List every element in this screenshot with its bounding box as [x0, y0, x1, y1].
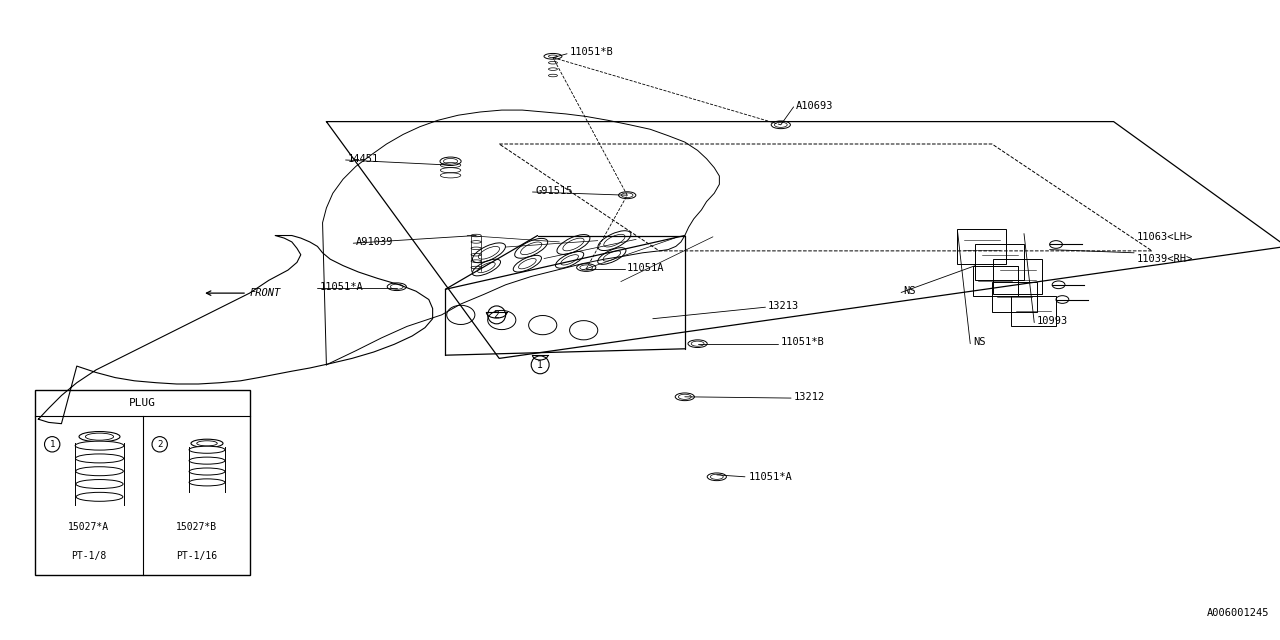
Text: 11039<RH>: 11039<RH> — [1137, 254, 1193, 264]
Text: 1: 1 — [538, 360, 543, 370]
Text: G91515: G91515 — [535, 186, 572, 196]
Text: PLUG: PLUG — [129, 398, 156, 408]
Text: 10993: 10993 — [1037, 316, 1068, 326]
Text: 11051*B: 11051*B — [781, 337, 824, 348]
Bar — [975, 244, 1024, 280]
Ellipse shape — [189, 446, 225, 453]
Ellipse shape — [79, 431, 120, 442]
Ellipse shape — [76, 441, 124, 450]
Text: NS: NS — [904, 286, 916, 296]
Bar — [957, 229, 1006, 264]
Bar — [973, 266, 1018, 296]
Bar — [1011, 296, 1056, 326]
Text: FRONT: FRONT — [250, 288, 280, 298]
Text: 11051A: 11051A — [627, 262, 664, 273]
Text: 11051*A: 11051*A — [320, 282, 364, 292]
Text: 13213: 13213 — [768, 301, 799, 311]
Text: 15027*B: 15027*B — [175, 522, 216, 532]
Text: 14451: 14451 — [348, 154, 379, 164]
Text: 2: 2 — [157, 440, 163, 449]
Text: 1: 1 — [50, 440, 55, 449]
Ellipse shape — [189, 457, 225, 464]
Text: 11051*A: 11051*A — [749, 472, 792, 482]
Text: 13212: 13212 — [794, 392, 824, 402]
Ellipse shape — [189, 468, 225, 475]
Ellipse shape — [76, 479, 123, 488]
Ellipse shape — [76, 454, 124, 463]
Text: 15027*A: 15027*A — [68, 522, 109, 532]
Ellipse shape — [191, 439, 223, 447]
Text: A006001245: A006001245 — [1207, 607, 1270, 618]
Bar — [993, 259, 1042, 294]
Text: 2: 2 — [494, 310, 499, 320]
Text: A10693: A10693 — [796, 100, 833, 111]
Text: PT-1/16: PT-1/16 — [175, 551, 216, 561]
Text: 11063<LH>: 11063<LH> — [1137, 232, 1193, 242]
Bar — [992, 282, 1037, 312]
Ellipse shape — [76, 467, 123, 476]
Text: 11051*B: 11051*B — [570, 47, 613, 58]
Text: NS: NS — [973, 337, 986, 348]
Text: A91039: A91039 — [356, 237, 393, 247]
Ellipse shape — [189, 479, 225, 486]
Bar — [35, 390, 250, 575]
Ellipse shape — [76, 492, 123, 501]
Text: PT-1/8: PT-1/8 — [72, 551, 106, 561]
